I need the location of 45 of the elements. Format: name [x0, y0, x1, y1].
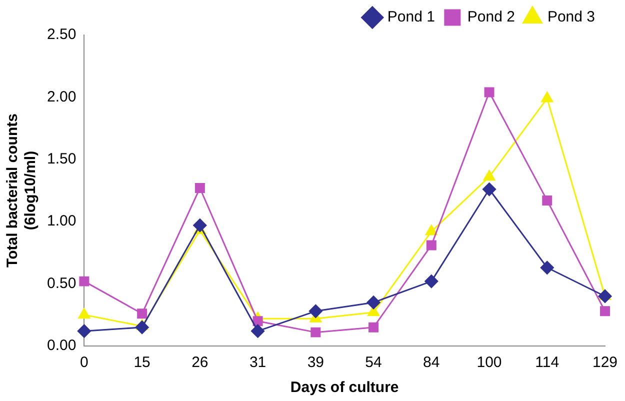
- point: [541, 92, 554, 102]
- x-tick-label: 129: [592, 354, 618, 372]
- legend-label: Pond 3: [547, 8, 596, 26]
- point: [194, 183, 205, 194]
- point: [540, 260, 554, 274]
- point: [483, 170, 496, 181]
- point: [251, 324, 265, 338]
- y-tick-label: 2.00: [46, 88, 76, 106]
- x-tick-label: 0: [80, 354, 88, 372]
- point: [366, 296, 380, 310]
- x-tick-label: 100: [476, 354, 502, 372]
- point: [78, 308, 90, 319]
- y-tick-label: 1.50: [46, 150, 76, 168]
- x-axis-title: Days of culture: [290, 379, 399, 396]
- point: [484, 87, 494, 98]
- x-tick-label: 84: [423, 354, 440, 372]
- y-tick-label: 1.00: [46, 212, 76, 230]
- point: [424, 274, 438, 288]
- point: [308, 304, 322, 318]
- point: [542, 195, 552, 206]
- point: [137, 308, 148, 319]
- point: [193, 218, 207, 232]
- point: [425, 224, 438, 236]
- legend-label: Pond 2: [467, 8, 515, 26]
- y-axis-title: Total bacterial counts (6log10/ml): [4, 114, 40, 268]
- point: [368, 322, 379, 332]
- x-tick-label: 31: [249, 354, 266, 372]
- point: [482, 182, 496, 196]
- point: [600, 306, 610, 316]
- point: [598, 289, 612, 303]
- y-tick-label: 2.50: [46, 26, 76, 44]
- x-tick-label: 15: [134, 354, 150, 372]
- y-tick-label: 0.00: [46, 337, 76, 354]
- x-tick-label: 39: [307, 354, 324, 372]
- x-tick-label: 114: [535, 354, 560, 372]
- legend-label: Pond 1: [387, 8, 435, 26]
- point: [135, 320, 149, 334]
- point: [252, 316, 263, 326]
- x-tick-label: 26: [192, 354, 208, 372]
- point: [79, 276, 90, 286]
- point: [77, 324, 91, 338]
- x-tick-label: 54: [365, 354, 382, 372]
- point: [310, 327, 321, 338]
- point: [426, 240, 436, 250]
- y-tick-label: 0.50: [46, 274, 76, 292]
